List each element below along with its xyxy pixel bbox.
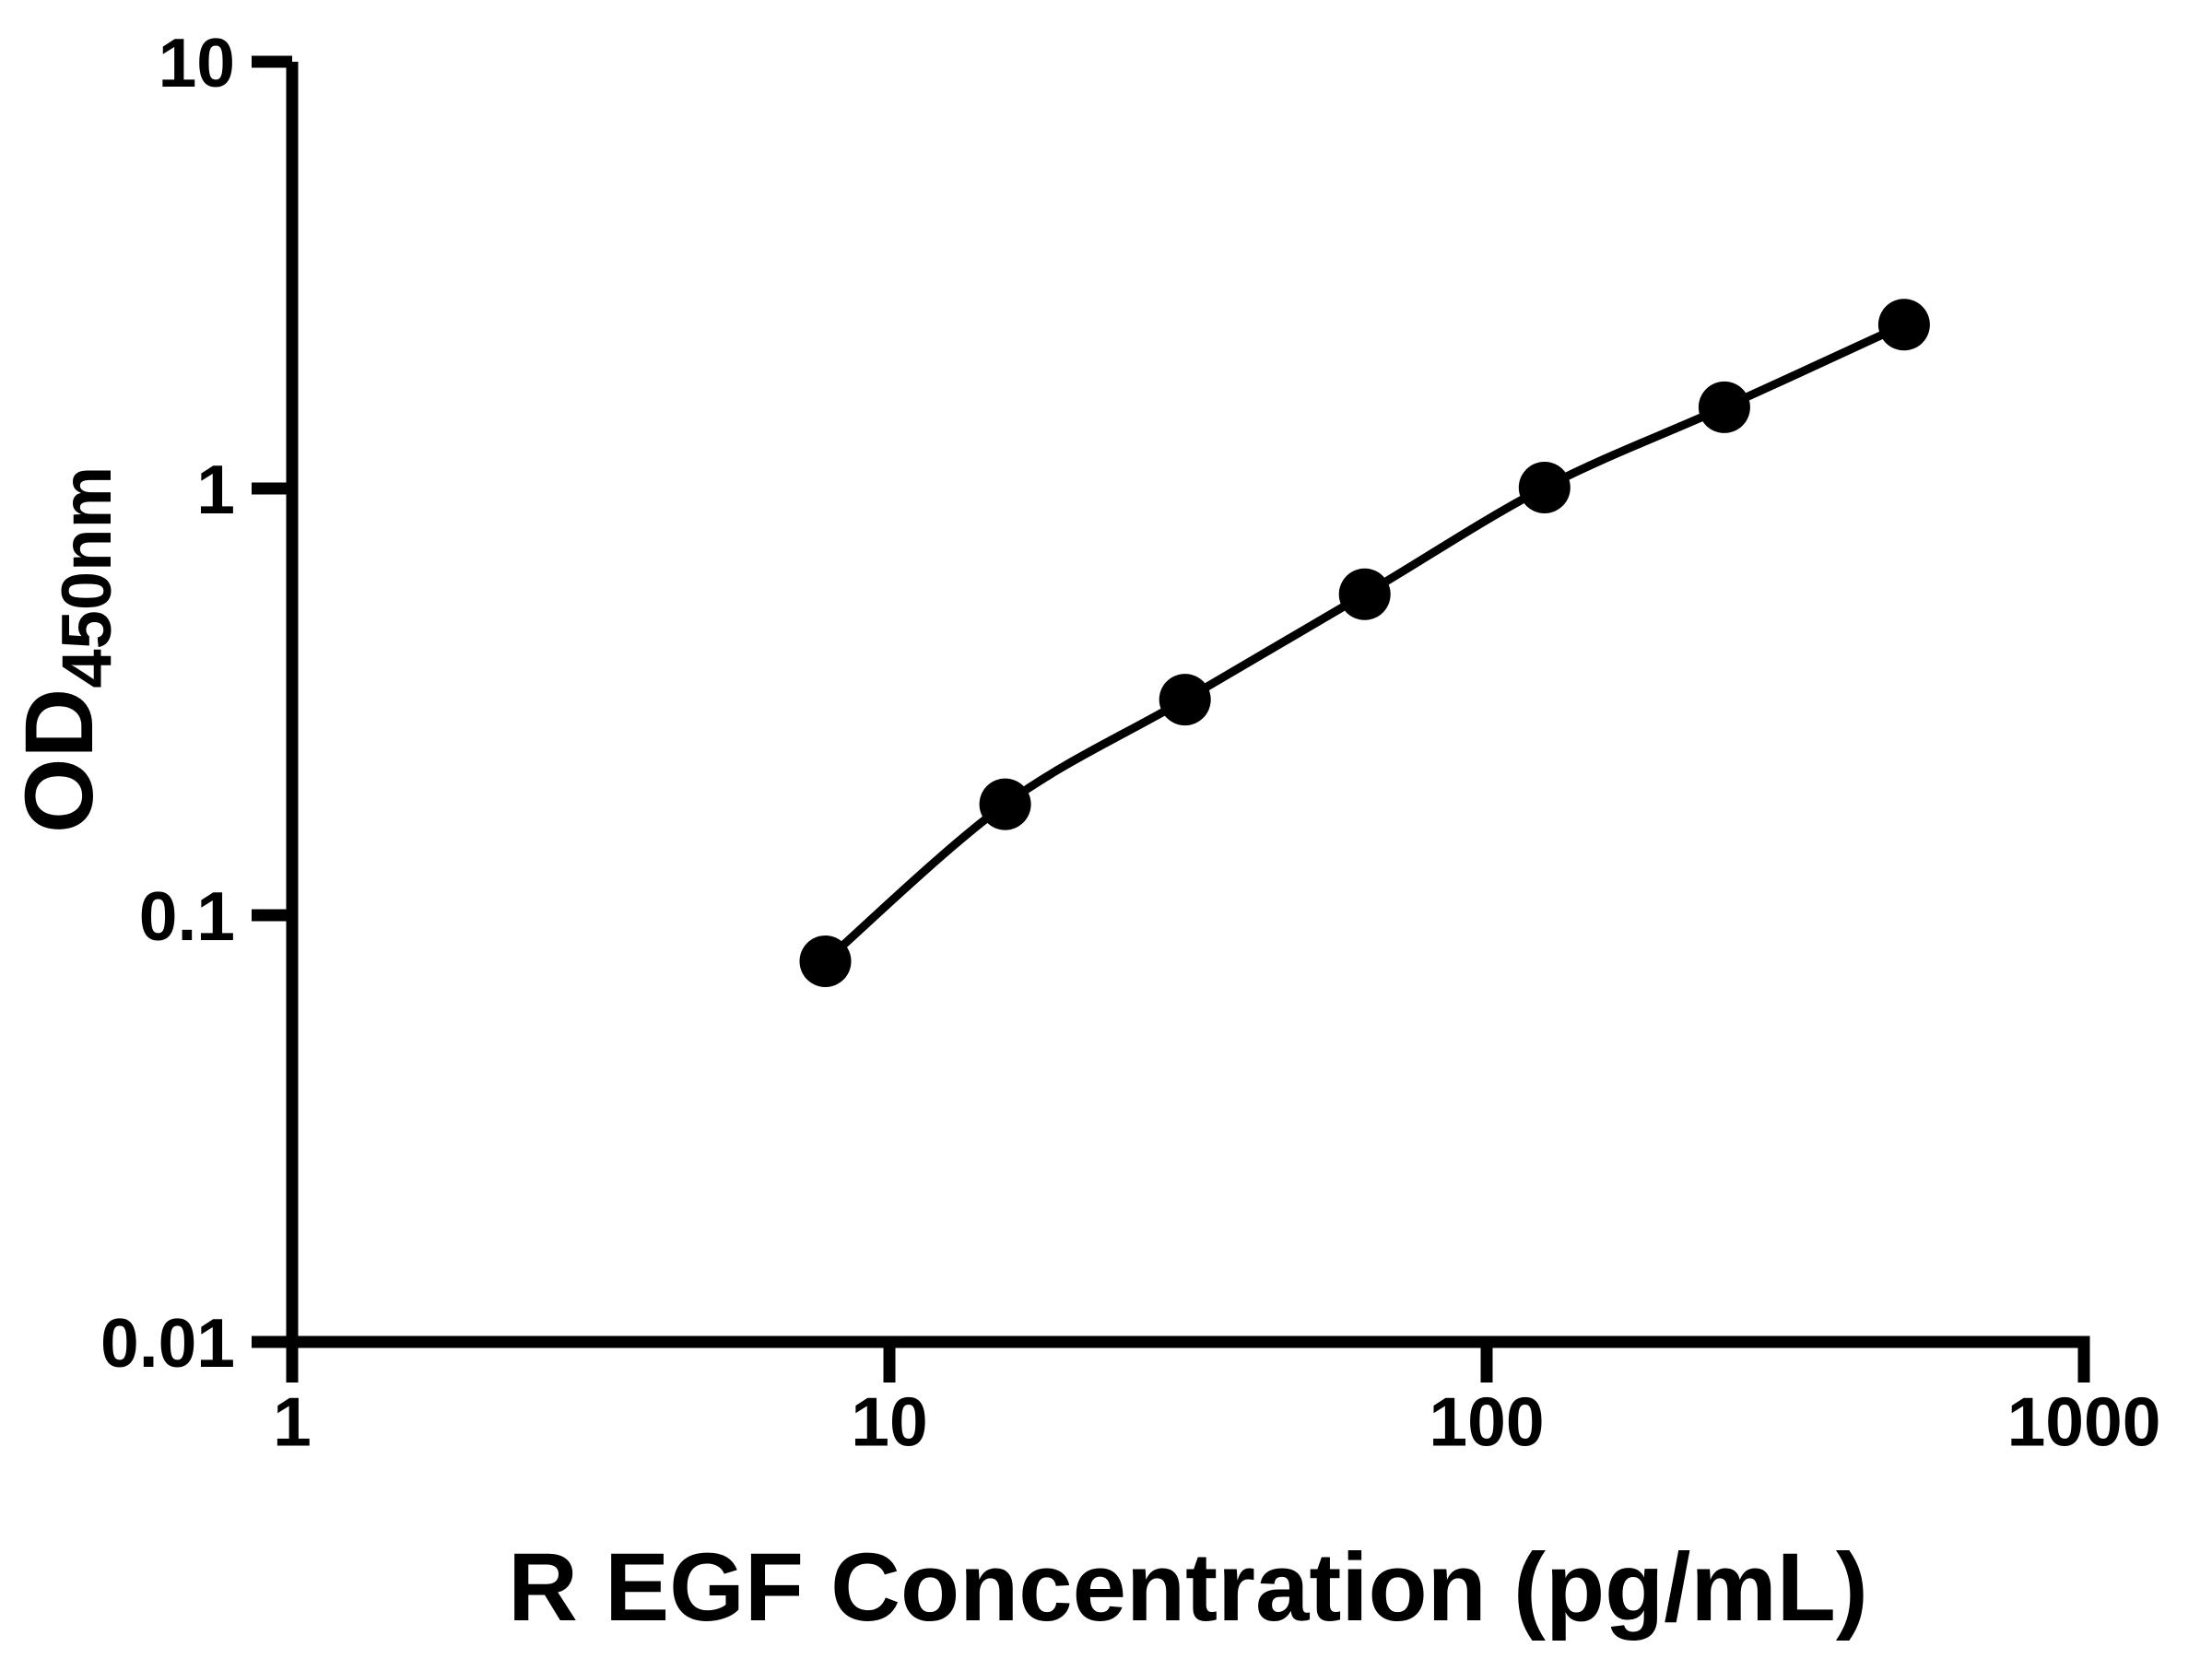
y-tick-label: 1: [196, 451, 235, 528]
data-point: [1338, 568, 1391, 620]
axes: [286, 62, 2090, 1348]
data-series: [799, 299, 1930, 987]
y-tick-label: 0.1: [139, 877, 235, 955]
y-tick-label: 0.01: [100, 1304, 235, 1382]
data-point: [979, 778, 1031, 830]
y-axis-label-main: OD: [6, 688, 113, 834]
y-axis-label-subscript: 450nm: [48, 466, 126, 688]
y-tick-label: 10: [159, 24, 235, 101]
data-point: [1159, 674, 1211, 726]
x-tick-label: 1000: [2007, 1382, 2161, 1460]
tick-labels: 1 10 100 1000 0.01 0.1 1 10: [100, 24, 2160, 1460]
x-tick-label: 10: [851, 1382, 927, 1460]
x-tick-label: 100: [1429, 1382, 1544, 1460]
x-tick-label: 1: [273, 1382, 312, 1460]
y-axis-label: OD450nm: [6, 466, 126, 833]
x-axis-label: R EGF Concentration (pg/mL): [508, 1534, 1868, 1641]
data-point: [799, 935, 852, 987]
tick-marks: [252, 55, 2090, 1382]
data-point: [1877, 299, 1930, 351]
data-point: [1698, 381, 1750, 433]
data-point: [1518, 462, 1571, 513]
